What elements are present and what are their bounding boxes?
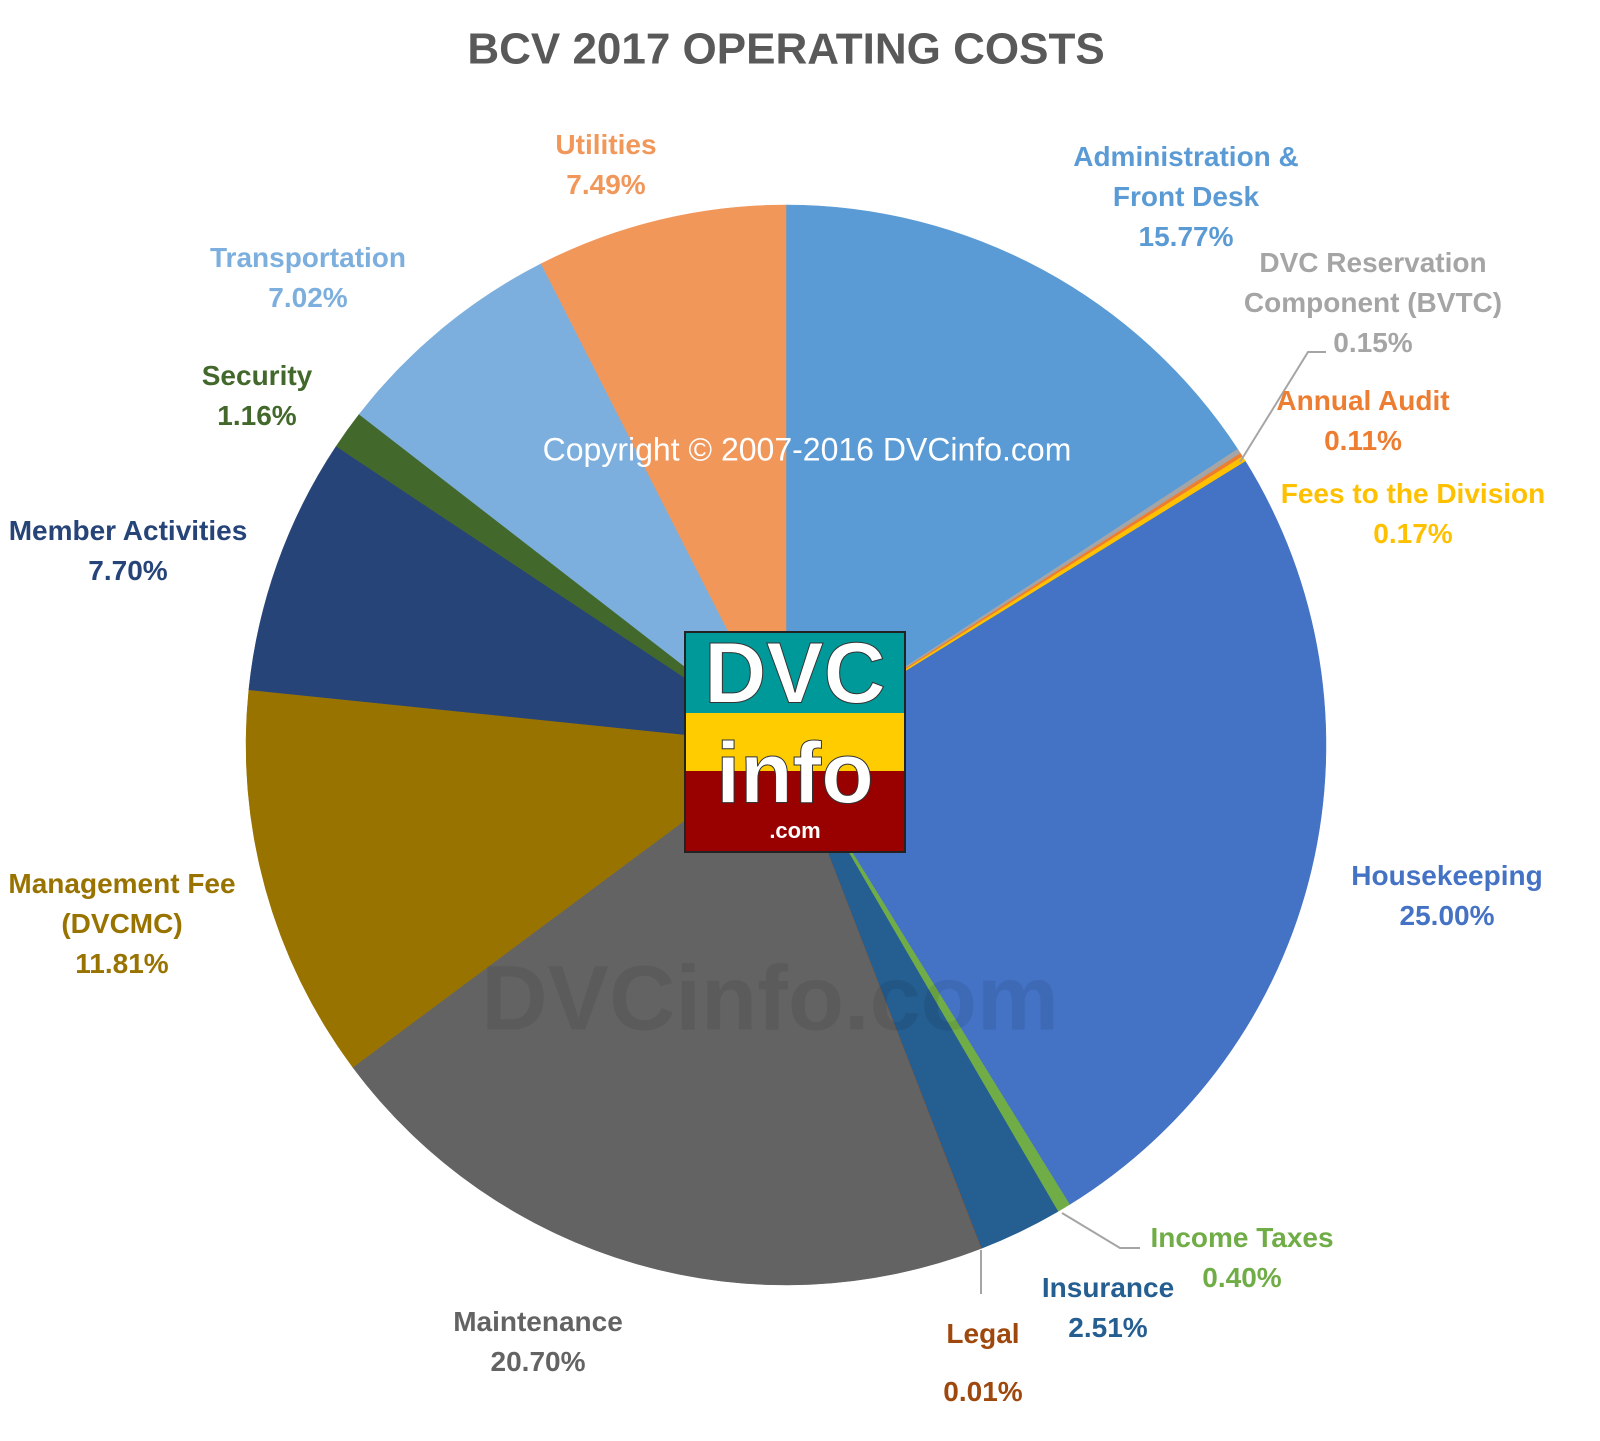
value-label: 20.70% [490,1346,586,1377]
category-label: Income Taxes [1150,1222,1334,1253]
value-label: 0.15% [1333,327,1413,358]
value-label: 0.40% [1202,1262,1282,1293]
value-label: 2.51% [1068,1312,1148,1343]
slice [785,461,1327,1205]
logo: DVC info .com [684,625,906,853]
category-label: Administration & Front Desk [1073,141,1299,212]
leader-line [1061,1212,1140,1249]
value-label: 0.17% [1373,518,1453,549]
slice [352,744,982,1286]
value-label: 0.01% [943,1376,1023,1407]
category-label: Transportation [209,242,406,273]
slice-label: Utilities 7.49% [506,125,706,205]
category-label: Utilities [555,129,657,160]
category-label: Annual Audit [1276,385,1450,416]
logo-text: info [716,726,874,822]
slice-label: Housekeeping 25.00% [1327,856,1567,936]
value-label: 25.00% [1399,900,1495,931]
slice-label: Legal 0.01% [923,1314,1043,1412]
value-label: 15.77% [1138,221,1234,252]
slice-label: Maintenance 20.70% [408,1302,668,1382]
slice-label: DVC Reservation Component (BVTC) 0.15% [1223,243,1523,363]
slice-label: Management Fee (DVCMC) 11.81% [0,864,257,984]
slice-label: Income Taxes 0.40% [1122,1218,1362,1298]
category-label: Member Activities [8,515,248,546]
slice [248,445,787,746]
slice-label: Member Activities 7.70% [0,511,263,591]
leader-line [1239,351,1326,463]
category-label: Maintenance [453,1306,623,1337]
category-label: Security [201,360,313,391]
category-label: Management Fee (DVCMC) [8,868,236,939]
value-label: 7.70% [88,555,168,586]
logo-text: .com [769,818,820,843]
slice-label: Annual Audit 0.11% [1233,381,1493,461]
copyright: Copyright © 2007-2016 DVCinfo.com [543,431,1072,467]
logo-text: DVC [704,626,886,722]
slice [245,689,787,1068]
category-label: Legal [946,1318,1020,1349]
logo-band [686,713,904,771]
category-label: Fees to the Division [1280,478,1546,509]
slice-label: Administration & Front Desk 15.77% [1036,137,1336,257]
category-label: DVC Reservation Component (BVTC) [1243,247,1503,318]
slice [540,204,787,746]
category-label: Housekeeping [1351,860,1543,891]
slice [358,263,787,746]
value-label: 1.16% [217,400,297,431]
value-label: 11.81% [75,948,169,979]
value-label: 7.49% [566,169,646,200]
watermark: DVCinfo.com [481,947,1059,1049]
logo-band [686,633,904,713]
slice-label: Fees to the Division 0.17% [1263,474,1563,554]
slice-label: Insurance 2.51% [1008,1268,1208,1348]
slice-label: Security 1.16% [157,356,357,436]
slice-label: Transportation 7.02% [178,238,438,318]
value-label: 0.11% [1324,425,1402,456]
category-label: Insurance [1041,1272,1175,1303]
chart-title: BCV 2017 OPERATING COSTS [467,25,1104,74]
value-label: 7.02% [268,282,348,313]
slice [785,204,1239,746]
